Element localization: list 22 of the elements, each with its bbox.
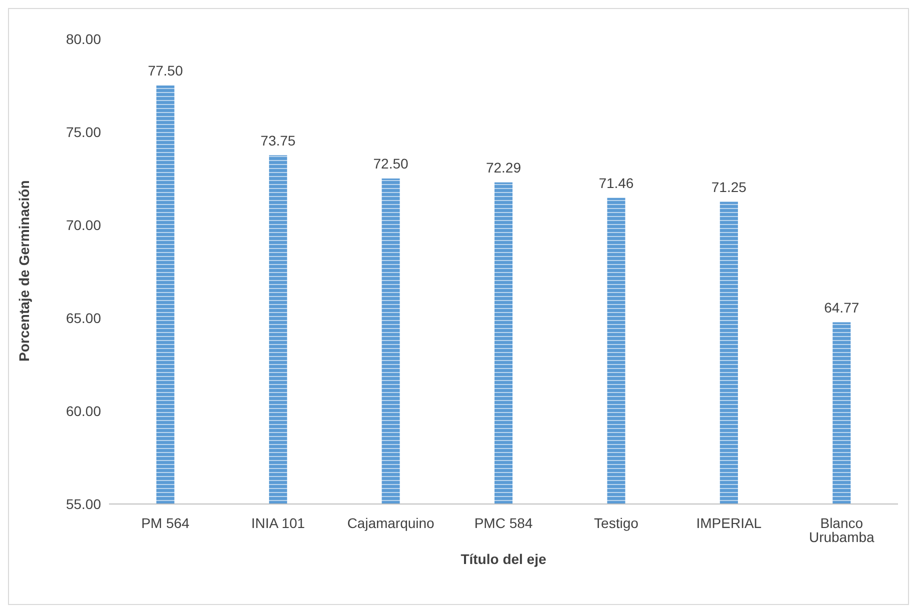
x-tick-label: Blanco Urubamba [808,514,875,545]
x-tick-label: IMPERIAL [696,514,762,531]
data-label: 72.50 [373,156,409,172]
y-tick-label: 55.00 [66,496,102,512]
data-label: 71.25 [711,178,747,195]
y-tick-label: 65.00 [66,310,102,326]
data-label: 77.50 [148,62,184,78]
y-tick-label: 60.00 [66,402,102,419]
y-tick-label: 70.00 [66,216,102,233]
y-tick-label: 75.00 [66,124,102,140]
x-tick-label: PM 564 [141,514,190,531]
data-label: 73.75 [260,132,296,148]
data-label: 72.29 [486,159,522,176]
x-tick-label: PMC 584 [474,514,533,531]
y-tick-label: 80.00 [66,30,102,47]
data-label: 71.46 [598,174,634,191]
x-tick-label: Cajamarquino [347,514,435,531]
y-axis-title: Porcentaje de Germinación [16,180,32,362]
data-label: 64.77 [824,299,860,316]
x-axis-title: Título del eje [460,551,546,567]
x-tick-label: Testigo [594,514,639,531]
x-tick-label: INIA 101 [251,514,306,531]
